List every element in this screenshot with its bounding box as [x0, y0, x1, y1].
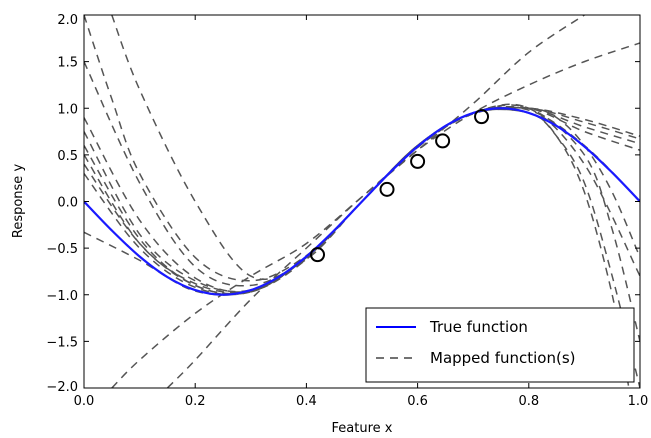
legend-box — [365, 307, 635, 383]
legend-true-label: True function — [429, 318, 528, 336]
plot-frame — [83, 14, 641, 389]
true-function-line — [84, 107, 640, 296]
mapped-function-line-7 — [84, 108, 630, 388]
x-tick-label-1: 0.2 — [185, 394, 206, 409]
y-tick-label-6: −1.0 — [46, 289, 78, 304]
y-tick-label-7: −1.5 — [46, 335, 78, 350]
x-tick-label-4: 0.8 — [518, 394, 539, 409]
legend-mapped-label: Mapped function(s) — [430, 349, 576, 367]
axis-ticks: 0.0 0.2 0.4 0.6 0.8 1.0 2.0 1.5 1.0 0.5 0.0 −0.5 −1.… — [46, 13, 648, 409]
observed-point-0 — [310, 247, 326, 263]
y-tick-label-3: 0.5 — [57, 149, 78, 164]
x-tick-label-2: 0.4 — [296, 394, 317, 409]
y-tick-label-8: −2.0 — [46, 380, 78, 395]
y-tick-label-0: 2.0 — [57, 13, 78, 28]
x-tick-label-5: 1.0 — [628, 394, 649, 409]
observed-points — [310, 109, 490, 263]
x-tick-label-3: 0.6 — [407, 394, 428, 409]
y-tick-label-1: 1.5 — [57, 56, 78, 71]
observed-point-4 — [474, 109, 490, 125]
x-tick-label-0: 0.0 — [74, 394, 95, 409]
x-axis-label: Feature x — [332, 421, 393, 436]
observed-point-2 — [410, 153, 426, 169]
observed-point-3 — [435, 133, 451, 149]
legend: True function Mapped function(s) — [365, 307, 635, 383]
y-tick-label-4: 0.0 — [57, 196, 78, 211]
true-function — [84, 107, 640, 296]
y-axis-label: Response y — [11, 164, 26, 239]
observed-point-1 — [379, 181, 395, 197]
y-tick-label-5: −0.5 — [46, 242, 78, 257]
mapped-function-line-9 — [111, 15, 585, 388]
y-tick-label-2: 1.0 — [57, 102, 78, 117]
